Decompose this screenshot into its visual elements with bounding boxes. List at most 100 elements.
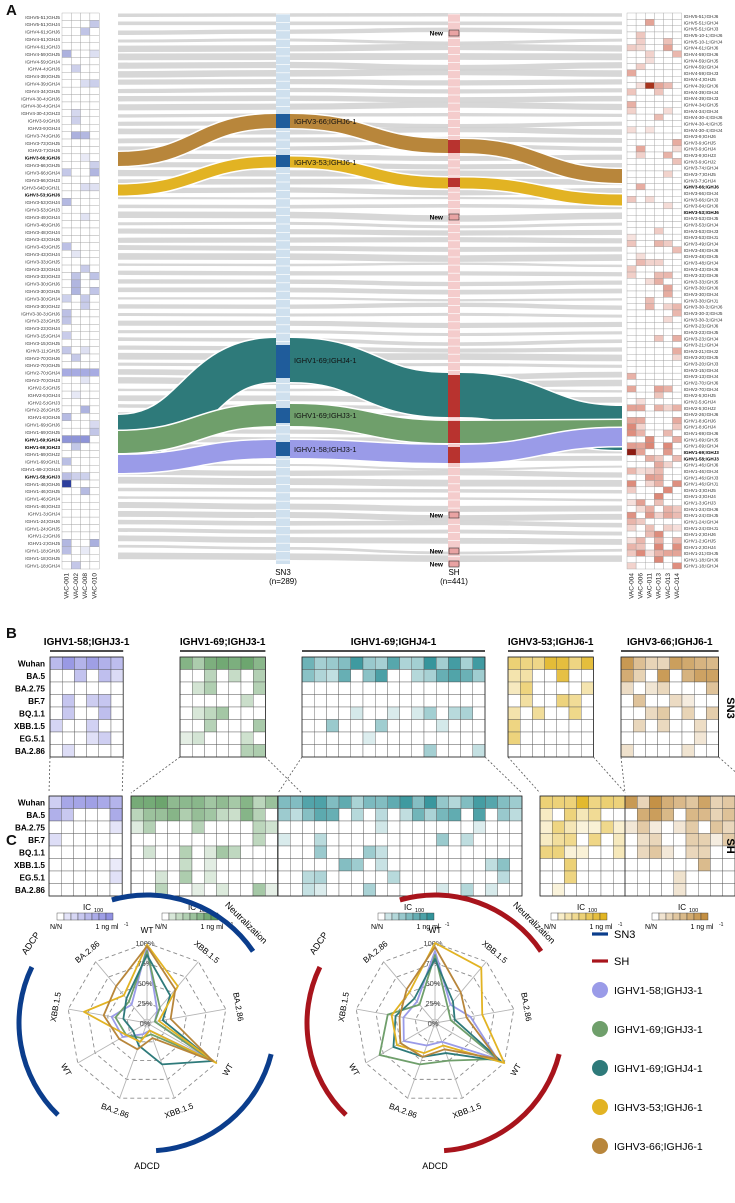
- left-heat-cell: [80, 383, 91, 392]
- ic100-cell: [61, 820, 74, 834]
- sankey-flow-label: IGHV1-69;IGHJ3-1: [294, 411, 356, 420]
- right-heat-cell: [672, 556, 682, 563]
- ic100-cell: [302, 820, 315, 834]
- ic100-cell: [314, 883, 328, 897]
- right-heat-cell: [626, 499, 637, 506]
- left-heat-cell: [89, 502, 100, 510]
- left-heat-cell: [89, 331, 100, 340]
- legend-swatch: [585, 912, 594, 921]
- right-heat-cell: [645, 480, 655, 488]
- ic100-cell: [706, 744, 719, 758]
- ic100-cell: [240, 719, 254, 733]
- ic100-cell: [681, 694, 695, 708]
- ic100-cell: [399, 694, 413, 708]
- sankey-gray-flow: [117, 61, 623, 72]
- ic100-cell: [314, 719, 327, 733]
- ic100-cell: [167, 883, 181, 897]
- ic100-cell: [564, 883, 577, 897]
- right-heat-cell: [672, 196, 682, 203]
- ic100-cell: [399, 681, 413, 695]
- left-heat-cell: [71, 465, 81, 473]
- right-heat-cell: [626, 25, 637, 33]
- left-heat-cell: [71, 109, 81, 117]
- right-heat-cell: [663, 341, 673, 349]
- left-heat-cell: [80, 12, 91, 21]
- left-heat-cell: [61, 524, 72, 533]
- left-heat-cell: [61, 331, 72, 340]
- left-heat-cell: [89, 79, 100, 88]
- right-heat-cell: [645, 170, 655, 178]
- left-heat-cell: [61, 427, 72, 436]
- right-heat-cell: [654, 31, 664, 39]
- left-heat-cell: [89, 12, 100, 21]
- left-heat-cell: [71, 198, 81, 206]
- left-heat-cell: [89, 35, 100, 43]
- ic100-cell: [588, 870, 602, 884]
- right-heat-cell: [645, 461, 655, 469]
- left-gene-label: IGHV4-61;IGHJ6: [25, 30, 60, 35]
- left-gene-label: IGHV3-33;IGHJ5: [25, 259, 60, 264]
- ic100-cell: [620, 694, 634, 708]
- left-heat-cell: [61, 220, 72, 229]
- left-heat-cell: [61, 72, 72, 80]
- ic100-cell: [460, 656, 474, 670]
- left-heat-cell: [80, 101, 91, 110]
- heatmap-frame: [179, 656, 266, 758]
- right-heat-cell: [645, 82, 655, 89]
- radar-ring: [67, 942, 227, 1099]
- right-heat-cell: [626, 455, 637, 462]
- right-heat-cell: [672, 467, 682, 475]
- right-heat-cell: [626, 139, 637, 146]
- ic100-cell: [568, 731, 582, 745]
- right-heat-cell: [663, 215, 673, 222]
- left-heat-cell: [80, 250, 91, 258]
- right-gene-label: IGHV1-46;IGHJ6: [684, 463, 719, 468]
- legend-swatch: [686, 912, 695, 921]
- ic100-cell: [277, 820, 291, 834]
- ic100-cell: [350, 706, 364, 720]
- left-heat-cell: [71, 509, 81, 518]
- right-heat-cell: [645, 69, 655, 77]
- ic100-cell: [375, 858, 389, 872]
- ic100-cell: [350, 731, 364, 745]
- right-heat-cell: [672, 31, 682, 39]
- left-heat-cell: [61, 398, 72, 407]
- ic100-cell: [363, 795, 376, 809]
- right-heat-cell: [663, 227, 673, 235]
- ic100-cell: [110, 694, 124, 708]
- left-heat-cell: [80, 242, 91, 251]
- left-heat-cell: [61, 487, 72, 496]
- ic100-cell: [722, 858, 735, 872]
- ic100-cell: [613, 808, 626, 822]
- ic100-cell: [399, 731, 413, 745]
- ic100-cell: [326, 883, 340, 897]
- left-heat-cell: [61, 294, 72, 303]
- right-heat-cell: [645, 524, 655, 532]
- radar-axis-label: BA.2.86: [100, 1102, 131, 1121]
- right-heat-cell: [626, 480, 637, 488]
- left-heat-cell: [71, 442, 81, 451]
- ic100-cell: [399, 669, 413, 683]
- left-heat-cell: [89, 346, 100, 355]
- ic100-cell: [387, 883, 401, 897]
- sankey-gray-flow: [117, 203, 623, 210]
- left-heat-cell: [61, 472, 72, 481]
- left-heat-cell: [61, 361, 72, 370]
- right-heat-cell: [635, 69, 646, 77]
- right-heat-cell: [663, 183, 673, 191]
- new-marker: [448, 547, 460, 555]
- right-gene-label: IGHV3-53;IGHJ5: [684, 216, 719, 221]
- ic100-cell: [73, 845, 86, 859]
- ic100-cell: [167, 858, 181, 872]
- ic100-cell: [698, 808, 711, 822]
- ic100-cell: [581, 681, 594, 695]
- ic100-cell: [277, 833, 291, 847]
- panel-label-a: A: [6, 2, 17, 19]
- ic100-cell: [698, 858, 711, 872]
- ic100-cell: [568, 656, 582, 670]
- right-heat-cell: [645, 139, 655, 146]
- right-heat-cell: [626, 183, 637, 191]
- right-heat-cell: [663, 410, 673, 418]
- ic100-cell: [698, 795, 711, 809]
- ic100-cell: [544, 744, 557, 758]
